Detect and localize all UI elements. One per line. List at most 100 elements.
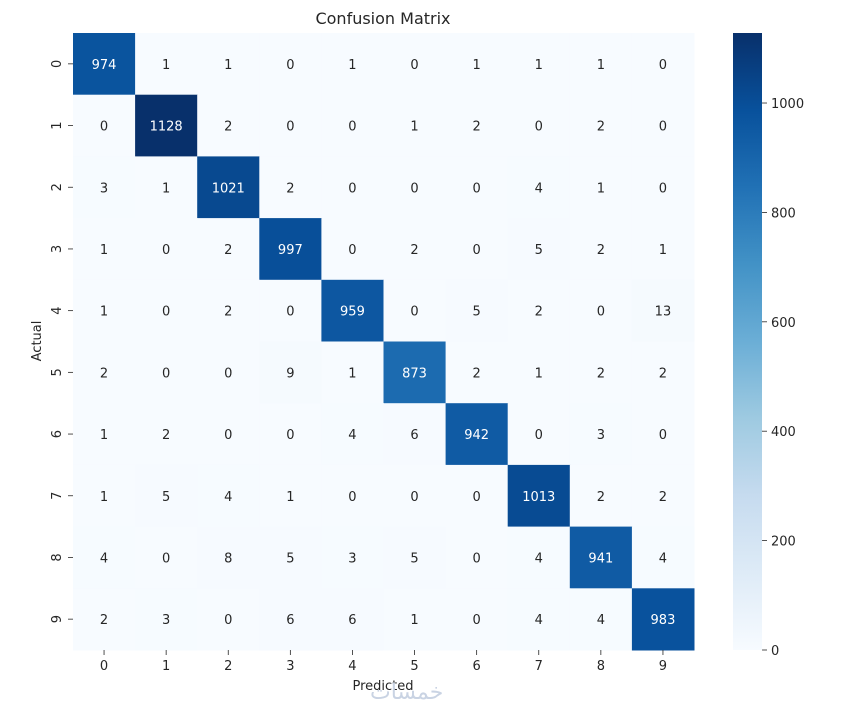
heatmap-cell [507,156,571,219]
heatmap-cell [73,156,136,219]
cell-value-label: 983 [651,613,676,628]
heatmap-cell [321,526,384,589]
heatmap-cell [569,403,633,466]
heatmap-cell [507,279,571,342]
heatmap-cell [135,341,198,404]
heatmap-cell [73,94,136,157]
cell-value-label: 0 [659,58,667,73]
cell-value-label: 2 [659,366,667,381]
heatmap-cell [73,403,136,466]
cell-value-label: 2 [597,120,605,135]
heatmap-cell [135,279,198,342]
cell-value-label: 0 [659,428,667,443]
chart-title: Confusion Matrix [315,9,450,28]
heatmap-cell [73,464,136,528]
cell-value-label: 2 [597,490,605,505]
x-tick-label: 7 [535,659,543,674]
heatmap-cell [259,218,322,281]
cell-value-label: 0 [286,120,294,135]
heatmap-cell [197,94,260,157]
heatmap-cell [569,341,633,404]
heatmap-cell [569,464,633,528]
cell-value-label: 0 [224,428,232,443]
cell-value-label: 1 [410,120,418,135]
cell-value-label: 0 [535,120,543,135]
y-tick-label: 9 [50,615,65,623]
x-tick-label: 1 [162,659,170,674]
heatmap-cell [507,588,571,651]
heatmap-cell [631,341,695,404]
cell-value-label: 1 [224,58,232,73]
cell-value-label: 0 [659,181,667,196]
cell-value-label: 1 [597,181,605,196]
cell-value-label: 1 [100,428,108,443]
heatmap-cell [569,218,633,281]
heatmap-cell [197,33,260,96]
cell-value-label: 2 [535,305,543,320]
cell-value-label: 1 [597,58,605,73]
colorbar-tick-label: 0 [771,644,779,659]
y-tick-label: 0 [50,60,65,68]
cell-value-label: 0 [410,490,418,505]
cell-value-label: 1 [535,58,543,73]
cell-value-label: 4 [224,490,232,505]
heatmap-cell [445,156,509,219]
heatmap-cell [135,218,198,281]
cell-value-label: 3 [348,551,356,566]
cell-value-label: 2 [224,120,232,135]
heatmap-cell [197,526,260,589]
cell-value-label: 2 [473,366,481,381]
x-tick-label: 3 [286,659,294,674]
heatmap-cell [507,403,571,466]
x-tick-label: 4 [348,659,356,674]
heatmap-cell [135,526,198,589]
heatmap-cell [135,156,198,219]
colorbar-tick-label: 800 [771,206,796,221]
heatmap-cell [445,526,509,589]
cell-value-label: 1128 [150,120,183,135]
cell-value-label: 3 [162,613,170,628]
cell-value-label: 0 [473,490,481,505]
y-tick-label: 3 [50,245,65,253]
cell-value-label: 0 [473,613,481,628]
heatmap-cell [321,156,384,219]
colorbar-tick-label: 400 [771,425,796,440]
y-tick-label: 2 [50,183,65,191]
cell-value-label: 5 [410,551,418,566]
heatmap-cell [383,464,447,528]
heatmap-cell [321,33,384,96]
heatmap-cell [135,464,198,528]
heatmap-cell [383,156,447,219]
heatmap-cell [383,588,447,651]
heatmap-cell [569,279,633,342]
cell-value-label: 0 [348,490,356,505]
heatmap-cell [383,33,447,96]
cell-value-label: 997 [278,243,303,258]
colorbar-ticks: 0 200 400 600 800 1000 [762,97,804,659]
cell-value-label: 1 [410,613,418,628]
heatmap-cell [507,464,571,528]
cell-value-label: 2 [473,120,481,135]
heatmap-cell [569,526,633,589]
cell-value-label: 6 [348,613,356,628]
cell-value-label: 1 [286,490,294,505]
heatmap-cell [445,279,509,342]
heatmap-cell [321,94,384,157]
colorbar [733,33,762,650]
heatmap-cell [259,156,322,219]
x-axis-label: Predicted [352,679,413,694]
heatmap-cell [569,156,633,219]
x-tick-label: 8 [597,659,605,674]
heatmap-cell [135,403,198,466]
cell-value-label: 2 [162,428,170,443]
cell-value-label: 4 [535,613,543,628]
heatmap-cell [445,464,509,528]
heatmap-cell-labels: 974 1 1 0 1 0 1 1 1 00 1128 2 0 0 1 2 0 2 03 1 1021 2 0 0 0 4 1 01 0… [92,58,676,628]
cell-value-label: 13 [655,305,672,320]
cell-value-label: 2 [224,243,232,258]
heatmap-cell [507,341,571,404]
heatmap-cell [445,33,509,96]
cell-value-label: 0 [410,305,418,320]
cell-value-label: 2 [286,181,294,196]
cell-value-label: 1 [162,58,170,73]
